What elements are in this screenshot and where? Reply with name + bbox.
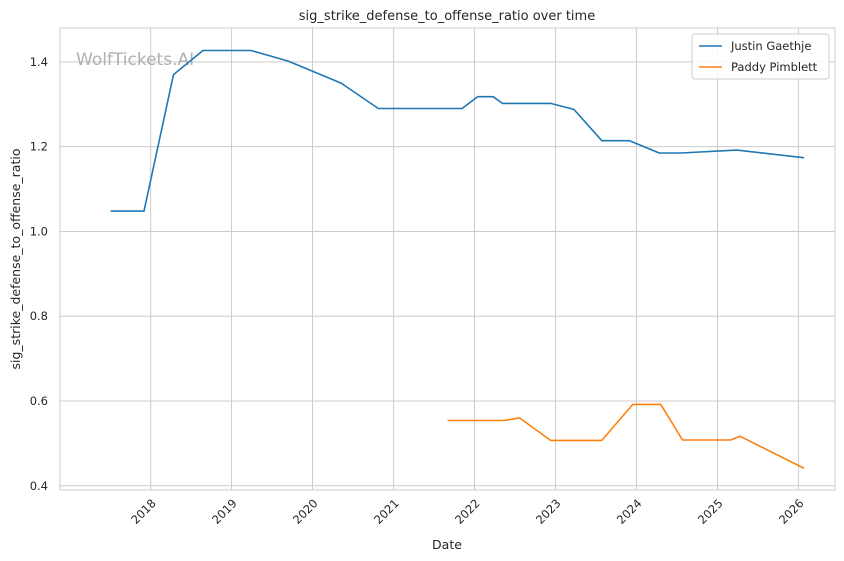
x-tick-label: 2026 bbox=[776, 496, 807, 527]
y-tick-label: 0.6 bbox=[30, 394, 48, 408]
x-tick-label: 2019 bbox=[209, 496, 240, 527]
x-tick-label: 2025 bbox=[695, 496, 726, 527]
x-axis-title: Date bbox=[432, 537, 462, 552]
x-tick-label: 2024 bbox=[614, 496, 645, 527]
x-tick-label: 2021 bbox=[371, 496, 402, 527]
y-tick-labels: 0.4 0.6 0.8 1.0 1.2 1.4 bbox=[30, 55, 48, 493]
y-tick-label: 1.0 bbox=[30, 224, 48, 238]
x-tick-labels: 2018 2019 2020 2021 2022 2023 2024 2025 2026 bbox=[128, 496, 806, 527]
y-tick-label: 1.2 bbox=[30, 140, 48, 154]
series-line-justin-gaethje bbox=[110, 49, 805, 212]
x-tick-label: 2022 bbox=[452, 496, 483, 527]
chart-title: sig_strike_defense_to_offense_ratio over… bbox=[299, 9, 595, 24]
y-tick-label: 1.4 bbox=[30, 55, 48, 69]
y-tick-label: 0.8 bbox=[30, 309, 48, 323]
x-tick-label: 2020 bbox=[290, 496, 321, 527]
legend: Justin Gaethje Paddy Pimblett bbox=[691, 33, 830, 80]
legend-label-paddy-pimblett: Paddy Pimblett bbox=[731, 60, 818, 74]
x-tick-label: 2018 bbox=[128, 496, 159, 527]
x-tick-label: 2023 bbox=[533, 496, 564, 527]
series-line-paddy-pimblett bbox=[447, 403, 805, 469]
legend-label-justin-gaethje: Justin Gaethje bbox=[730, 39, 811, 53]
legend-box bbox=[691, 33, 830, 80]
y-gridlines bbox=[60, 61, 835, 487]
plot-area bbox=[59, 27, 836, 491]
series-layer bbox=[110, 49, 805, 469]
x-gridlines bbox=[150, 28, 799, 490]
watermark: WolfTickets.AI bbox=[76, 50, 194, 70]
y-axis-title: sig_strike_defense_to_offense_ratio bbox=[8, 149, 23, 370]
y-tick-label: 0.4 bbox=[30, 479, 48, 493]
